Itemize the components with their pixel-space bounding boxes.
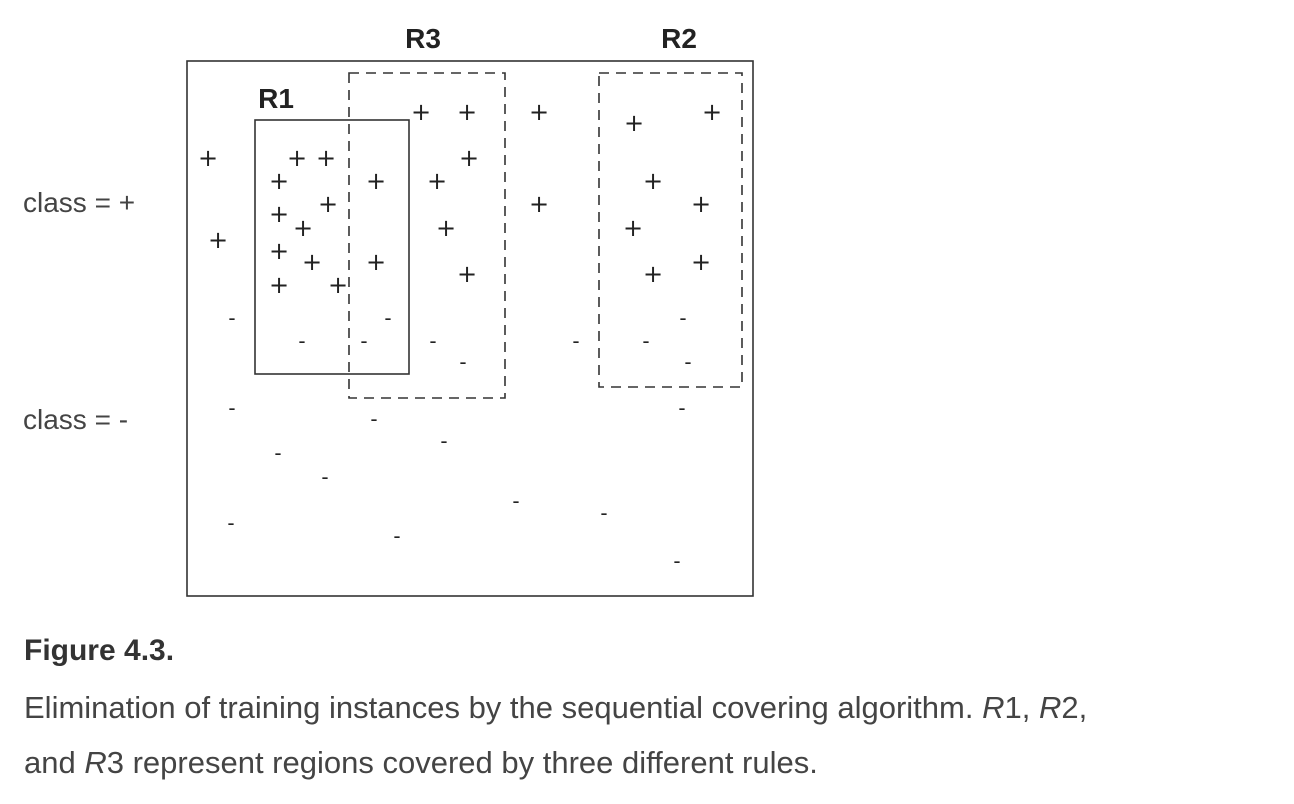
positive-instance: + <box>436 214 456 242</box>
positive-instance: + <box>328 271 348 299</box>
negative-instance: - <box>600 501 607 525</box>
negative-instance: - <box>440 429 447 453</box>
negative-instance: - <box>429 329 436 353</box>
positive-instance: + <box>691 190 711 218</box>
negative-instance: - <box>679 306 686 330</box>
positive-instance: + <box>366 167 386 195</box>
positive-instance: + <box>702 98 722 126</box>
negative-instance: - <box>227 511 234 535</box>
positive-instance: + <box>411 98 431 126</box>
negative-instance: - <box>384 306 391 330</box>
positive-instance: + <box>316 144 336 172</box>
positive-instance: + <box>643 260 663 288</box>
positive-instance: + <box>529 190 549 218</box>
positive-instance: + <box>457 260 477 288</box>
caption-r1-letter: R <box>982 690 1005 725</box>
positive-instance: + <box>269 200 289 228</box>
positive-instance: + <box>269 237 289 265</box>
positive-instance: + <box>457 98 477 126</box>
positive-instance: + <box>287 144 307 172</box>
negative-instance: - <box>684 350 691 374</box>
negative-instance: - <box>642 329 649 353</box>
class-positive-label: class = + <box>23 187 135 218</box>
caption-text: represent regions covered by three diffe… <box>123 745 818 780</box>
negative-instance: - <box>678 396 685 420</box>
caption-line-2: and R3 represent regions covered by thre… <box>24 745 818 781</box>
negative-instance: - <box>321 465 328 489</box>
positive-instance: + <box>623 214 643 242</box>
negative-instance: - <box>228 396 235 420</box>
positive-instance: + <box>318 190 338 218</box>
r3-label: R3 <box>405 23 441 54</box>
covering-diagram: R1 R3 R2 class = + class = - + + ++ ++ +++++… <box>23 23 754 597</box>
caption-text: and <box>24 745 85 780</box>
positive-instance: + <box>366 248 386 276</box>
positive-instance: + <box>208 226 228 254</box>
positive-instance: + <box>643 167 663 195</box>
r3-region <box>348 72 506 399</box>
positive-instance: + <box>624 109 644 137</box>
caption-r2-number: 2, <box>1061 690 1088 725</box>
caption-r3-letter: R <box>84 745 107 780</box>
negative-instance: - <box>459 350 466 374</box>
negative-instance: - <box>228 306 235 330</box>
r1-label: R1 <box>258 83 294 114</box>
caption-r2-letter: R <box>1038 690 1062 725</box>
caption-r3-number: 3 <box>106 745 124 780</box>
class-negative-label: class = - <box>23 404 128 435</box>
positive-instance: + <box>427 167 447 195</box>
positive-instance: + <box>269 167 289 195</box>
negative-instance: - <box>572 329 579 353</box>
positive-instance: + <box>691 248 711 276</box>
negative-instance: - <box>298 329 305 353</box>
positive-instance: + <box>198 144 218 172</box>
negative-instance: - <box>370 407 377 431</box>
r2-label: R2 <box>661 23 697 54</box>
figure-title: Figure 4.3. <box>24 634 175 667</box>
positive-instance: + <box>529 98 549 126</box>
negative-instance: - <box>274 441 281 465</box>
positive-instance: + <box>459 144 479 172</box>
positive-instance: + <box>302 248 322 276</box>
r1-region <box>254 119 410 375</box>
caption-line-1: Elimination of training instances by the… <box>24 690 1087 726</box>
r2-region <box>598 72 743 388</box>
positive-instance: + <box>269 271 289 299</box>
caption-text: Elimination of training instances by the… <box>24 690 983 725</box>
negative-instance: - <box>673 549 680 573</box>
negative-instance: - <box>393 524 400 548</box>
training-instances: + + ++ ++ +++++ ++ ++ + +++++++ +++++ +-- ----- ----… <box>198 98 722 573</box>
negative-instance: - <box>512 489 519 513</box>
positive-instance: + <box>293 214 313 242</box>
instance-space-box <box>186 60 754 597</box>
negative-instance: - <box>360 329 367 353</box>
caption-r1-number: 1, <box>1004 690 1039 725</box>
